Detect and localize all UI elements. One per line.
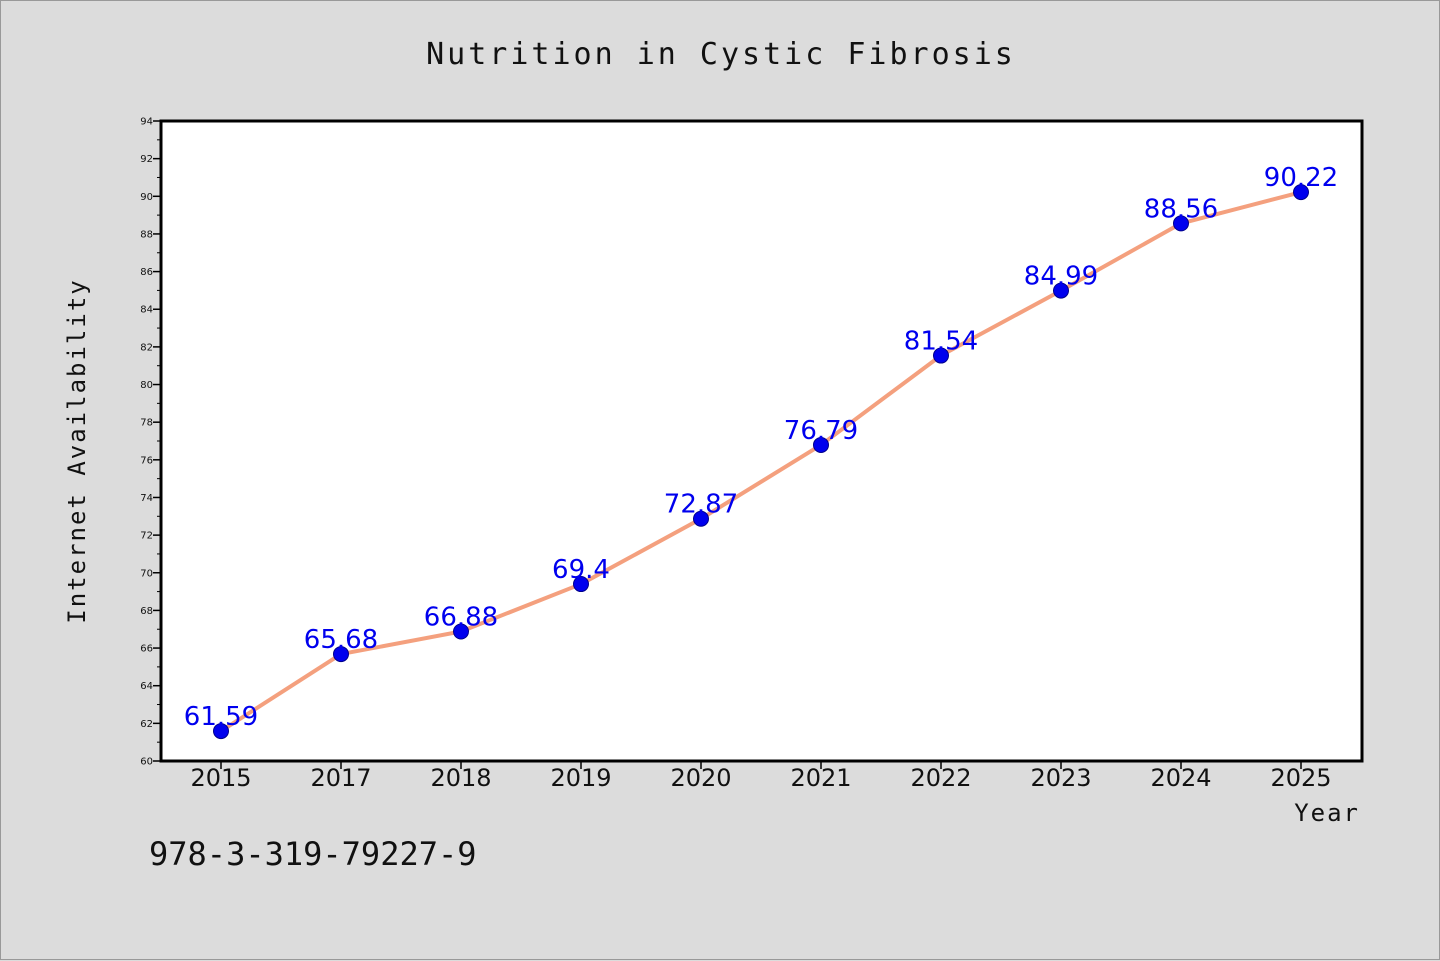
y-tick-label: 88	[140, 229, 153, 240]
y-axis: 60 62 64 66 68 70 72 74 76 78 80 82 84 86 88 90 92 94	[140, 117, 161, 768]
data-label: 88.56	[1144, 194, 1218, 224]
x-tick-label: 2025	[1270, 764, 1331, 792]
y-tick-label: 70	[140, 568, 153, 579]
x-tick-label: 2021	[790, 764, 851, 792]
data-label: 81.54	[904, 327, 978, 357]
x-tick-label: 2017	[310, 764, 371, 792]
data-point	[453, 623, 469, 640]
data-label: 76.79	[784, 416, 858, 446]
y-axis-label: Internet Availability	[63, 278, 91, 623]
data-label: 65.68	[304, 625, 378, 655]
x-tick-label: 2022	[910, 764, 971, 792]
x-tick-label: 2024	[1150, 764, 1211, 792]
data-label: 69.4	[552, 555, 610, 585]
data-point	[1053, 282, 1069, 299]
data-label: 66.88	[424, 602, 498, 632]
y-tick-label: 64	[140, 681, 153, 692]
data-point	[333, 646, 349, 663]
data-label: 90.22	[1264, 163, 1338, 193]
y-tick-label: 60	[140, 757, 153, 768]
y-tick-label: 82	[140, 342, 153, 353]
data-label: 61.59	[184, 702, 258, 732]
data-point	[1173, 215, 1189, 232]
isbn-text: 978-3-319-79227-9	[149, 835, 477, 873]
x-tick-label: 2019	[550, 764, 611, 792]
y-tick-label: 84	[140, 305, 153, 316]
data-point	[1293, 184, 1309, 201]
y-tick-label: 92	[140, 154, 153, 165]
y-tick-label: 86	[140, 267, 153, 278]
y-tick-label: 72	[140, 531, 153, 542]
data-point	[933, 347, 949, 364]
y-tick-label: 80	[140, 380, 153, 391]
y-tick-label: 78	[140, 418, 153, 429]
x-axis-label: Year	[1294, 799, 1360, 827]
x-tick-label: 2018	[430, 764, 491, 792]
data-labels: 61.59 65.68 66.88 69.4 72.87 76.79 81.54 84.99 8…	[184, 163, 1338, 732]
data-point	[573, 576, 589, 593]
y-tick-label: 76	[140, 455, 153, 466]
plot-area	[159, 119, 1364, 763]
data-label: 72.87	[664, 490, 738, 520]
data-point	[213, 723, 229, 740]
x-axis: 2015 2017 2018 2019 2020 2021 2022 2023 2024 2025	[190, 761, 1332, 792]
data-point	[813, 436, 829, 453]
data-point	[693, 510, 709, 527]
x-tick-label: 2015	[190, 764, 251, 792]
y-tick-label: 66	[140, 644, 153, 655]
x-tick-label: 2020	[670, 764, 731, 792]
y-tick-label: 74	[140, 493, 153, 504]
y-tick-label: 94	[140, 117, 153, 128]
series-markers	[213, 184, 1309, 740]
chart-title: Nutrition in Cystic Fibrosis	[426, 37, 1016, 72]
y-tick-label: 68	[140, 606, 153, 617]
y-tick-label: 62	[140, 719, 153, 730]
series-line	[219, 190, 1302, 733]
y-tick-label: 90	[140, 192, 153, 203]
data-label: 84.99	[1024, 262, 1098, 292]
x-tick-label: 2023	[1030, 764, 1091, 792]
